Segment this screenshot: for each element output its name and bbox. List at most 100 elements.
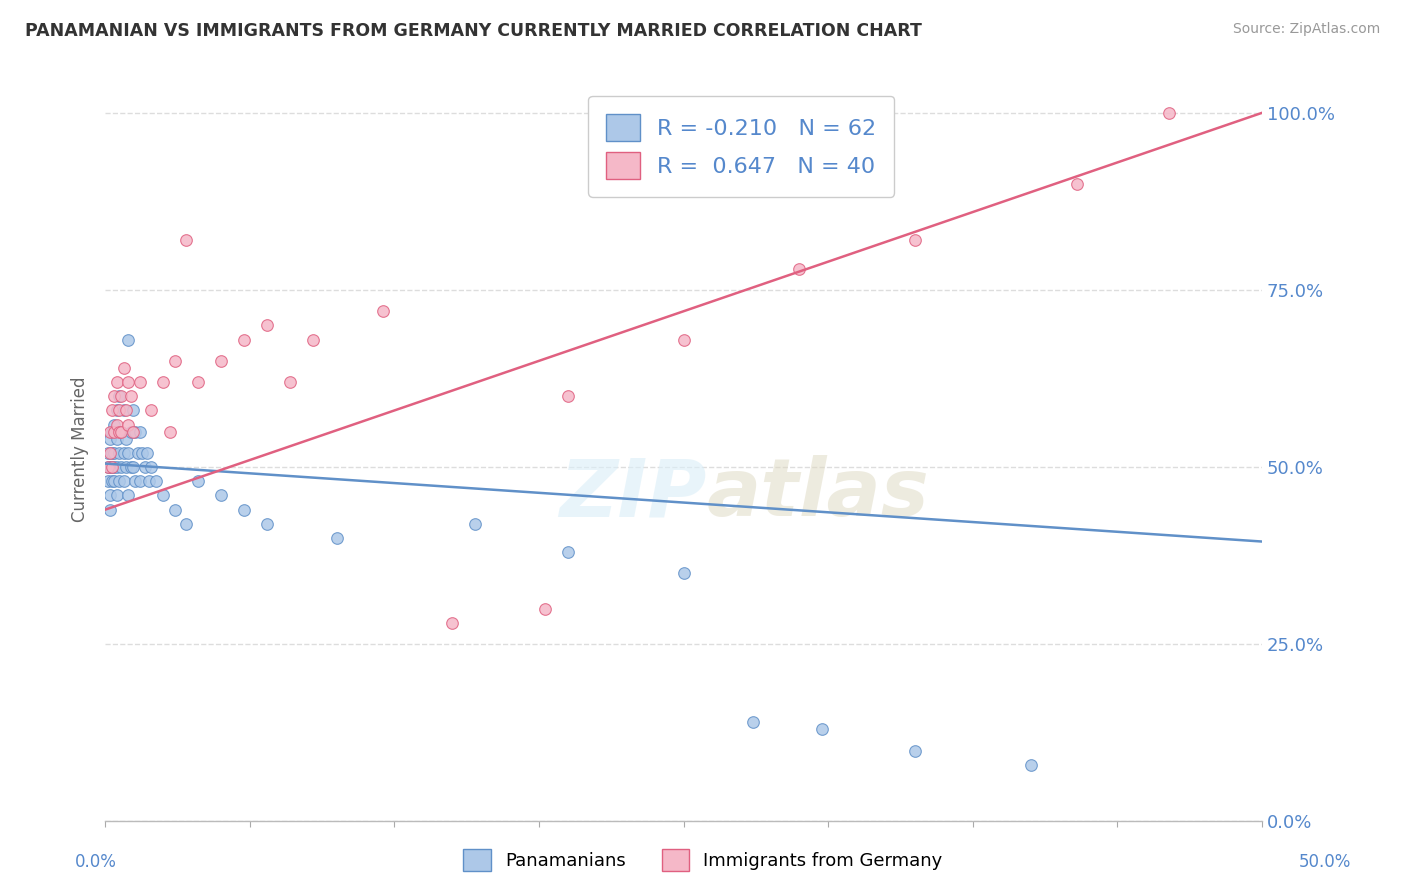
Point	[557, 545, 579, 559]
Point	[464, 516, 486, 531]
Point	[209, 488, 232, 502]
Point	[141, 460, 163, 475]
Point	[108, 425, 131, 439]
Point	[103, 425, 125, 439]
Point	[904, 743, 927, 757]
Point	[557, 389, 579, 403]
Point	[163, 502, 186, 516]
Point	[134, 460, 156, 475]
Point	[98, 432, 121, 446]
Point	[115, 432, 138, 446]
Point	[187, 375, 209, 389]
Point	[103, 389, 125, 403]
Point	[112, 403, 135, 417]
Point	[174, 516, 197, 531]
Point	[152, 375, 174, 389]
Point	[98, 502, 121, 516]
Point	[110, 425, 132, 439]
Point	[159, 425, 181, 439]
Text: PANAMANIAN VS IMMIGRANTS FROM GERMANY CURRENTLY MARRIED CORRELATION CHART: PANAMANIAN VS IMMIGRANTS FROM GERMANY CU…	[25, 22, 922, 40]
Point	[103, 460, 125, 475]
Point	[101, 475, 124, 489]
Point	[1066, 177, 1088, 191]
Point	[122, 460, 145, 475]
Point	[1019, 757, 1042, 772]
Point	[108, 446, 131, 460]
Point	[110, 425, 132, 439]
Point	[105, 432, 128, 446]
Point	[105, 488, 128, 502]
Point	[117, 333, 139, 347]
Y-axis label: Currently Married: Currently Married	[72, 376, 89, 522]
Point	[135, 446, 157, 460]
Point	[122, 403, 145, 417]
Point	[103, 417, 125, 432]
Point	[112, 360, 135, 375]
Point	[371, 304, 394, 318]
Point	[787, 261, 810, 276]
Point	[742, 715, 765, 730]
Point	[163, 354, 186, 368]
Point	[129, 425, 152, 439]
Point	[209, 354, 232, 368]
Point	[256, 318, 278, 333]
Point	[98, 488, 121, 502]
Point	[672, 566, 695, 581]
Point	[101, 403, 124, 417]
Point	[108, 389, 131, 403]
Text: atlas: atlas	[707, 455, 929, 533]
Point	[96, 475, 118, 489]
Point	[101, 446, 124, 460]
Point	[105, 417, 128, 432]
Point	[120, 389, 142, 403]
Point	[117, 446, 139, 460]
Point	[124, 475, 146, 489]
Point	[108, 475, 131, 489]
Text: 0.0%: 0.0%	[75, 853, 117, 871]
Point	[174, 234, 197, 248]
Point	[117, 375, 139, 389]
Point	[112, 446, 135, 460]
Point	[105, 403, 128, 417]
Point	[108, 403, 131, 417]
Point	[811, 723, 834, 737]
Point	[141, 403, 163, 417]
Point	[302, 333, 325, 347]
Point	[145, 475, 167, 489]
Text: 50.0%: 50.0%	[1298, 853, 1351, 871]
Point	[96, 446, 118, 460]
Point	[98, 425, 121, 439]
Point	[256, 516, 278, 531]
Point	[278, 375, 301, 389]
Point	[103, 446, 125, 460]
Point	[117, 417, 139, 432]
Point	[124, 425, 146, 439]
Point	[115, 403, 138, 417]
Point	[110, 460, 132, 475]
Point	[127, 446, 149, 460]
Point	[96, 460, 118, 475]
Point	[101, 425, 124, 439]
Point	[120, 425, 142, 439]
Point	[129, 375, 152, 389]
Point	[187, 475, 209, 489]
Point	[131, 446, 153, 460]
Point	[129, 475, 152, 489]
Point	[904, 234, 927, 248]
Point	[152, 488, 174, 502]
Text: ZIP: ZIP	[560, 455, 707, 533]
Point	[105, 460, 128, 475]
Legend: Panamanians, Immigrants from Germany: Panamanians, Immigrants from Germany	[456, 842, 950, 879]
Point	[112, 475, 135, 489]
Point	[101, 460, 124, 475]
Point	[120, 460, 142, 475]
Point	[110, 389, 132, 403]
Point	[1159, 106, 1181, 120]
Point	[325, 531, 347, 545]
Point	[233, 502, 256, 516]
Point	[105, 375, 128, 389]
Point	[122, 425, 145, 439]
Point	[103, 475, 125, 489]
Point	[533, 602, 555, 616]
Legend: R = -0.210   N = 62, R =  0.647   N = 40: R = -0.210 N = 62, R = 0.647 N = 40	[589, 96, 894, 197]
